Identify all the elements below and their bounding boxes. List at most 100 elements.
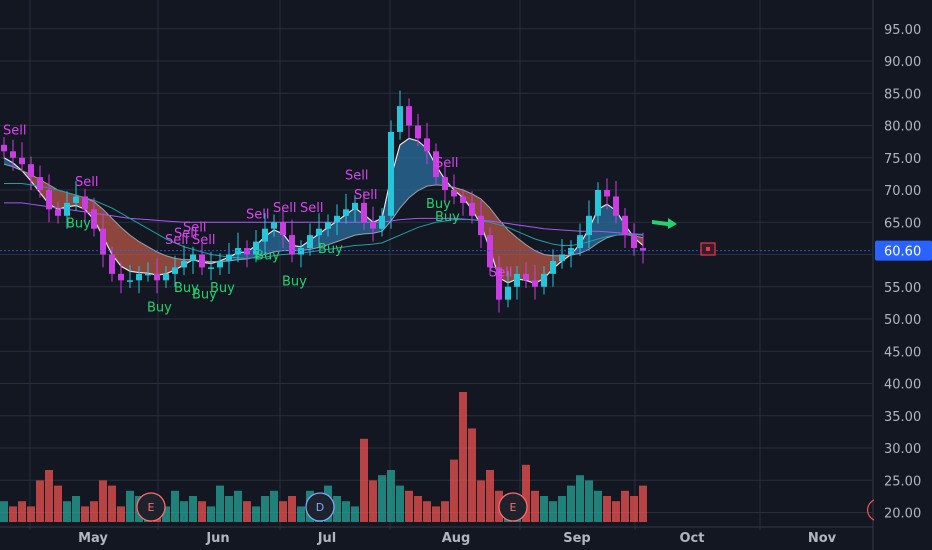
- sell-signal-label: Sell: [354, 188, 377, 203]
- price-tick-label: 90.00: [884, 55, 921, 70]
- price-tick-label: 75.00: [884, 152, 921, 167]
- volume-bar: [333, 496, 341, 522]
- cloud-segment: [499, 219, 508, 283]
- candle-body: [451, 190, 457, 197]
- candle-body: [271, 222, 277, 229]
- price-tick-label: 70.00: [884, 184, 921, 199]
- candle-body: [55, 209, 61, 216]
- candle-body: [136, 273, 142, 281]
- candle-body: [334, 215, 340, 223]
- candle-body: [406, 106, 412, 126]
- candle-body: [118, 273, 124, 281]
- volume-bar: [234, 490, 242, 522]
- price-tick-label: 50.00: [884, 313, 921, 328]
- price-tick-label: 80.00: [884, 120, 921, 135]
- volume-bar: [0, 501, 8, 522]
- sell-signal-label: Sell: [435, 156, 458, 171]
- volume-bar: [612, 501, 620, 522]
- earnings-event-marker[interactable]: D: [305, 492, 335, 522]
- volume-bar: [90, 501, 98, 522]
- event-label: E: [148, 501, 155, 514]
- sell-signal-label: Sell: [3, 124, 26, 139]
- annotations: [652, 218, 875, 521]
- volume-bar: [450, 459, 458, 522]
- candle-body: [19, 157, 25, 165]
- buy-sell-signals: SellSellBuyBuySellSellBuySellBuySellBuyS…: [3, 124, 512, 316]
- price-axis-background: [873, 0, 932, 550]
- volume-bar: [477, 480, 485, 522]
- candle-body: [370, 222, 376, 229]
- candle-body: [244, 248, 250, 255]
- volume-bar: [216, 485, 224, 522]
- candle-body: [262, 228, 268, 242]
- volume-bar: [198, 501, 206, 522]
- candlesticks: [1, 90, 646, 313]
- cloud-segment: [544, 254, 553, 279]
- buy-signal-label: Buy: [174, 281, 199, 296]
- candle-body: [181, 260, 187, 268]
- price-tick-label: 40.00: [884, 378, 921, 393]
- cloud-segment: [121, 227, 130, 272]
- sell-signal-label: Sell: [192, 233, 215, 248]
- price-tick-label: 45.00: [884, 345, 921, 360]
- volume-bar: [117, 506, 125, 522]
- earnings-event-marker[interactable]: E: [498, 492, 528, 522]
- volume-bar: [432, 506, 440, 522]
- candle-body: [469, 202, 475, 216]
- volume-bar: [207, 506, 215, 522]
- candle-body: [424, 138, 430, 152]
- cloud-segment: [130, 235, 139, 273]
- candle-body: [604, 190, 610, 197]
- volume-bar: [36, 480, 44, 522]
- candle-body: [253, 241, 259, 255]
- volume-bar: [387, 470, 395, 522]
- price-tick-label: 20.00: [884, 507, 921, 522]
- time-tick-label: Oct: [680, 531, 705, 546]
- volume-bar: [378, 475, 386, 522]
- event-label: E: [510, 501, 517, 514]
- time-axis[interactable]: May Jun Jul Aug Sep Oct Nov: [0, 526, 873, 546]
- sell-signal-label: Sell: [183, 220, 206, 235]
- green-arrow-icon: [652, 218, 677, 229]
- volume-bar: [603, 496, 611, 522]
- time-tick-label: May: [78, 531, 108, 546]
- sell-signal-label: Sell: [246, 207, 269, 222]
- volume-bar: [639, 485, 647, 522]
- alert-box-dot: [706, 247, 710, 251]
- cloud-segment: [490, 208, 499, 278]
- candle-body: [28, 164, 34, 178]
- candle-body: [361, 202, 367, 223]
- sell-signal-label: Sell: [165, 233, 188, 248]
- cloud-segment: [139, 241, 148, 274]
- time-tick-label: Aug: [442, 531, 471, 546]
- candle-body: [541, 273, 547, 287]
- volume-bar: [369, 480, 377, 522]
- price-tick-label: 85.00: [884, 87, 921, 102]
- volume-bar: [126, 490, 134, 522]
- volume-bar: [414, 496, 422, 522]
- volume-bar: [72, 496, 80, 522]
- candle-body: [307, 235, 313, 249]
- price-tick-label: 35.00: [884, 410, 921, 425]
- event-circle: [136, 492, 166, 522]
- candle-body: [64, 202, 70, 216]
- price-tick-label: 55.00: [884, 281, 921, 296]
- price-axis[interactable]: 95.0090.0085.0080.0075.0070.0065.0060.00…: [872, 0, 932, 550]
- event-circle: [498, 492, 528, 522]
- buy-signal-label: Buy: [435, 210, 460, 225]
- volume-bar: [54, 485, 62, 522]
- volume-bar: [108, 485, 116, 522]
- volume-bar: [45, 470, 53, 522]
- cloud-segment: [508, 229, 517, 283]
- volume-bar: [162, 506, 170, 522]
- moving-averages: [4, 183, 644, 259]
- volume-bar: [288, 496, 296, 522]
- candle-body: [397, 106, 403, 132]
- volume-bar: [522, 464, 530, 522]
- volume-bar: [270, 490, 278, 522]
- earnings-event-marker[interactable]: E: [136, 492, 166, 522]
- sell-signal-label: Sell: [273, 201, 296, 216]
- buy-signal-label: Buy: [426, 197, 451, 212]
